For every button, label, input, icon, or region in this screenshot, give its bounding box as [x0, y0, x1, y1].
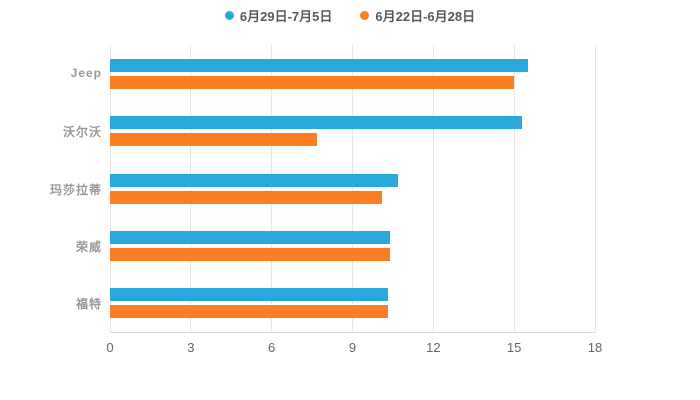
bar-series0-cat0[interactable]	[110, 58, 528, 72]
legend-dot-blue-icon	[224, 11, 234, 20]
x-tick-label-0: 0	[106, 340, 114, 355]
bar-series0-cat3[interactable]	[110, 230, 391, 244]
x-tick-label-6: 6	[268, 340, 276, 355]
bar-series1-cat1[interactable]	[110, 133, 318, 147]
x-tick-label-18: 18	[587, 340, 603, 355]
y-category-label-1: 沃尔沃	[62, 125, 102, 140]
gridline-x-0	[109, 45, 111, 332]
bar-series1-cat4[interactable]	[110, 305, 388, 319]
x-axis-line	[110, 332, 595, 333]
y-category-label-0: Jeep	[70, 65, 102, 80]
gridline-x-15	[513, 45, 515, 332]
legend-item-week2[interactable]: 6月29日-7月5日	[224, 6, 333, 25]
bar-series0-cat4[interactable]	[110, 288, 388, 302]
legend-item-week1[interactable]: 6月22日-6月28日	[360, 6, 475, 25]
bar-series0-cat2[interactable]	[110, 173, 399, 187]
gridline-x-12	[432, 45, 434, 332]
y-category-label-4: 福特	[75, 297, 102, 312]
bar-series1-cat0[interactable]	[110, 75, 515, 89]
x-tick-label-12: 12	[426, 340, 441, 355]
legend: 6月29日-7月5日 6月22日-6月28日	[0, 6, 700, 25]
y-category-label-2: 玛莎拉蒂	[49, 182, 102, 197]
x-tick-label-9: 9	[348, 340, 357, 355]
legend-dot-orange-icon	[360, 11, 370, 20]
bar-series1-cat3[interactable]	[110, 247, 391, 261]
y-category-label-3: 荣威	[75, 239, 102, 254]
x-tick-label-3: 3	[187, 340, 195, 355]
gridline-x-6	[271, 45, 273, 332]
bar-series1-cat2[interactable]	[110, 190, 383, 204]
gridline-x-9	[352, 45, 353, 332]
gridline-x-3	[190, 45, 192, 332]
gridline-x-18	[594, 45, 596, 332]
bar-series0-cat1[interactable]	[110, 116, 523, 130]
legend-label-week1: 6月22日-6月28日	[375, 9, 476, 24]
legend-label-week2: 6月29日-7月5日	[239, 9, 333, 24]
x-tick-label-15: 15	[506, 340, 522, 355]
